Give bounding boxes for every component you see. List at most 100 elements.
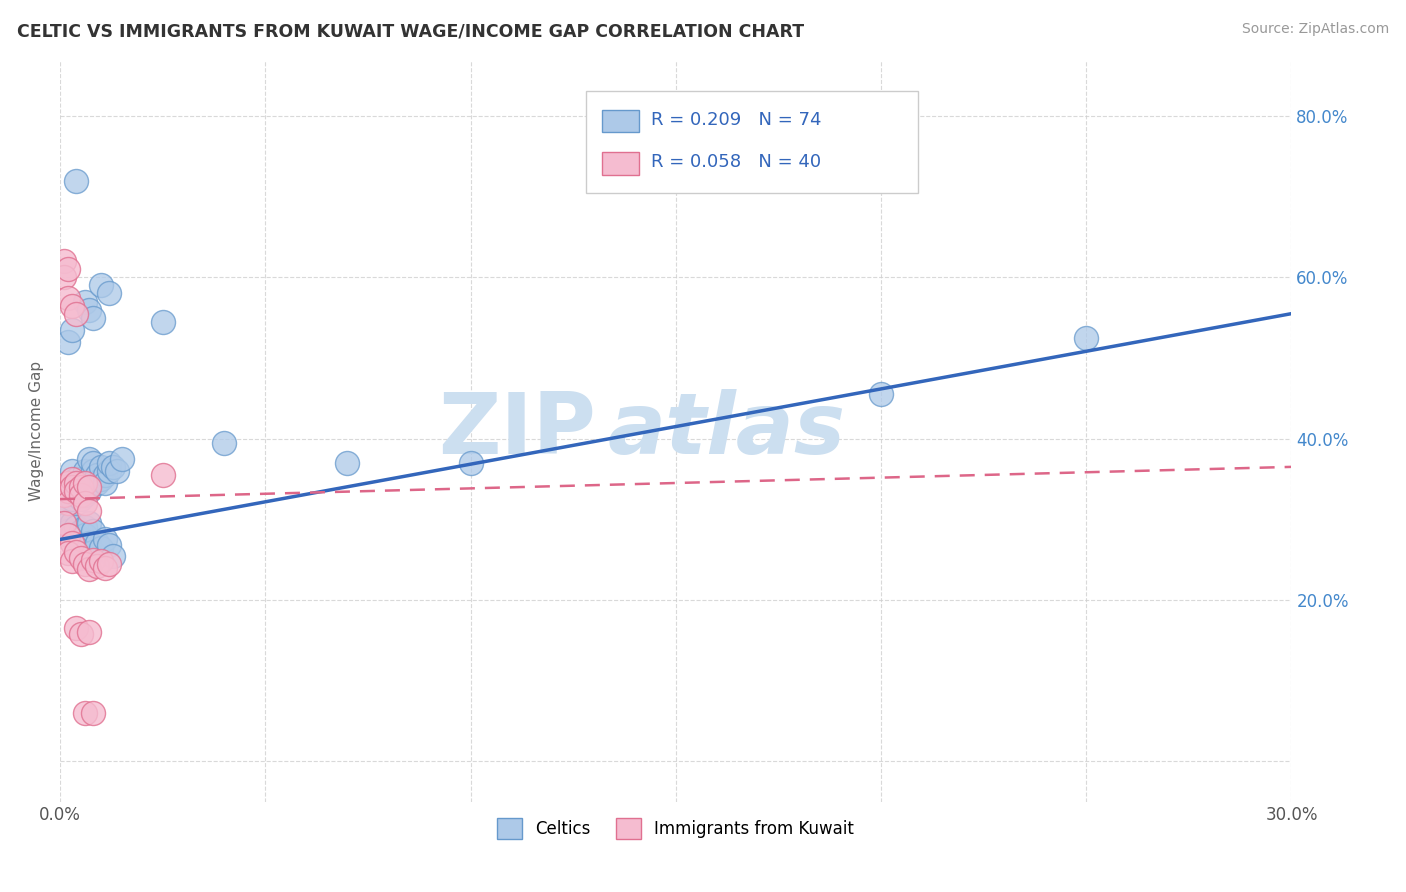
Point [73,480,96,494]
Point [58,480,80,494]
Point [77,302,100,317]
Point [60,536,83,550]
Point [60,472,83,486]
Point [73,488,96,502]
Point [73,294,96,309]
Point [77,516,100,531]
Point [98,456,121,470]
Point [58,484,80,499]
Point [58,496,80,510]
Point [110,451,132,466]
Point [65,475,87,490]
Point [69,524,91,539]
Point [103,549,125,563]
Point [65,173,87,187]
Point [65,472,87,486]
Point [73,528,96,542]
Point [58,488,80,502]
Point [60,492,83,507]
Point [94,475,117,490]
Point [60,528,83,542]
Point [460,456,482,470]
Point [1076,331,1098,345]
Point [82,310,104,325]
Point [73,520,96,534]
Point [82,472,104,486]
Point [53,500,76,515]
Point [69,480,91,494]
Point [77,536,100,550]
Point [86,559,108,574]
Point [94,560,117,574]
Point [58,528,80,542]
Bar [602,110,638,132]
Point [60,323,83,337]
Point [73,496,96,510]
Point [90,459,112,474]
Point [98,464,121,478]
Point [86,536,108,550]
Point [73,706,96,720]
Point [53,492,76,507]
Point [86,467,108,482]
Point [86,475,108,490]
Point [60,480,83,494]
Y-axis label: Wage/Income Gap: Wage/Income Gap [30,360,44,500]
Text: R = 0.058   N = 40: R = 0.058 N = 40 [651,153,821,171]
Point [107,464,129,478]
Point [69,551,91,566]
Point [870,387,893,401]
Point [65,480,87,494]
Point [73,464,96,478]
Point [53,488,76,502]
Point [77,475,100,490]
Point [98,557,121,571]
Point [65,307,87,321]
Point [336,456,359,470]
Point [69,484,91,499]
Point [69,627,91,641]
Point [77,480,100,494]
Point [82,456,104,470]
Point [58,516,80,531]
Point [53,254,76,268]
Point [77,451,100,466]
Text: atlas: atlas [607,389,846,472]
Point [152,467,174,482]
Point [73,475,96,490]
Point [90,278,112,293]
Point [98,286,121,301]
Point [90,472,112,486]
Point [65,536,87,550]
Point [94,467,117,482]
Point [65,544,87,558]
Point [69,488,91,502]
Point [69,492,91,507]
Bar [602,153,638,175]
Point [58,334,80,349]
Text: Source: ZipAtlas.com: Source: ZipAtlas.com [1241,22,1389,37]
Point [103,459,125,474]
Point [53,516,76,531]
Point [65,520,87,534]
Point [82,524,104,539]
Point [58,475,80,490]
Text: R = 0.209   N = 74: R = 0.209 N = 74 [651,111,821,128]
Point [60,554,83,568]
Point [60,464,83,478]
Point [77,504,100,518]
Point [73,557,96,571]
Point [65,621,87,635]
Point [77,625,100,640]
Legend: Celtics, Immigrants from Kuwait: Celtics, Immigrants from Kuwait [491,812,860,846]
Point [65,484,87,499]
Point [82,552,104,566]
FancyBboxPatch shape [586,91,918,194]
Point [58,546,80,560]
Point [60,516,83,531]
Point [58,496,80,510]
Point [53,270,76,285]
Point [58,262,80,277]
Point [82,544,104,558]
Point [69,475,91,490]
